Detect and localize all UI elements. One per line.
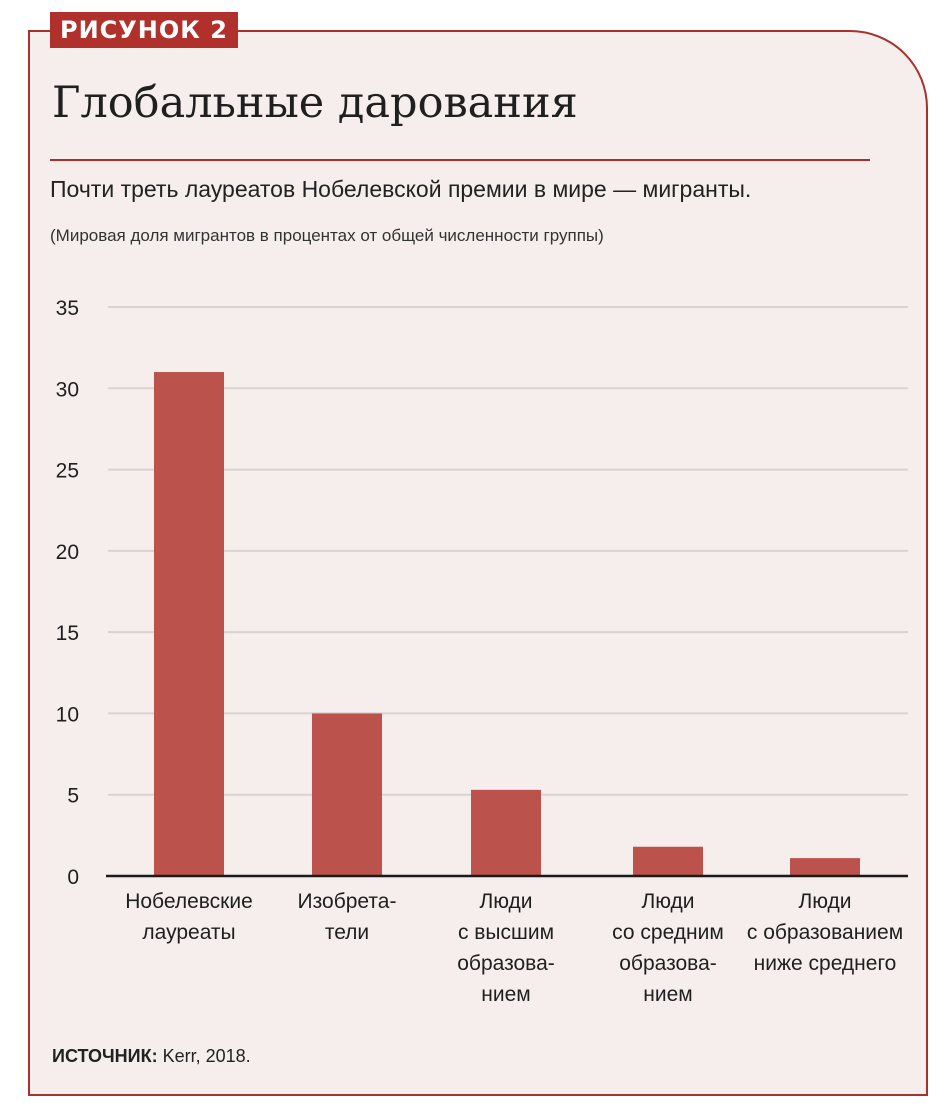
title-divider bbox=[50, 159, 870, 161]
y-tick-label: 20 bbox=[56, 541, 79, 564]
figure-title: Глобальные дарования bbox=[52, 78, 578, 128]
bar bbox=[471, 789, 541, 876]
y-tick-label: 30 bbox=[56, 378, 79, 401]
y-tick-label: 10 bbox=[56, 703, 79, 726]
x-category-label-line: с образованием bbox=[747, 921, 903, 944]
figure-number-badge: РИСУНОК 2 bbox=[50, 12, 238, 48]
x-category-label-line: нием bbox=[481, 983, 530, 1006]
bar bbox=[790, 858, 860, 876]
x-category-label-line: ниже среднего bbox=[754, 952, 897, 975]
y-tick-label: 25 bbox=[56, 460, 79, 483]
x-category-label-line: Люди bbox=[798, 890, 851, 913]
y-tick-label: 5 bbox=[67, 785, 79, 808]
figure-note: (Мировая доля мигрантов в процентах от о… bbox=[50, 226, 604, 245]
x-category-label-line: с высшим bbox=[458, 921, 554, 944]
x-category-label-line: лауреаты bbox=[142, 921, 235, 944]
x-category-label-line: Люди bbox=[479, 890, 532, 913]
bar bbox=[633, 846, 703, 876]
x-category-label-line: тели bbox=[325, 921, 369, 944]
bar bbox=[312, 713, 382, 876]
y-tick-label: 15 bbox=[56, 622, 79, 645]
y-tick-label: 35 bbox=[56, 297, 79, 320]
figure-subtitle: Почти треть лауреатов Нобелевской премии… bbox=[50, 176, 752, 202]
source-note: ИСТОЧНИК: Kerr, 2018. bbox=[52, 1046, 251, 1067]
bar bbox=[154, 372, 224, 876]
x-category-label-line: Люди bbox=[641, 890, 694, 913]
x-category-label: Нобелевские лауреаты bbox=[125, 890, 253, 944]
x-category-label: Люди с высшим образова-нием bbox=[457, 890, 555, 1006]
x-category-label-line: со средним bbox=[612, 921, 724, 944]
x-category-label: Изобрета-тели bbox=[298, 890, 397, 944]
y-tick-label: 0 bbox=[67, 866, 79, 889]
x-category-label-line: Изобрета- bbox=[298, 890, 397, 913]
x-category-label-line: образова- bbox=[619, 952, 717, 975]
source-text: Kerr, 2018. bbox=[157, 1046, 251, 1066]
x-category-label-line: нием bbox=[643, 983, 692, 1006]
x-category-label-line: Нобелевские bbox=[125, 890, 253, 913]
x-category-label-line: образова- bbox=[457, 952, 555, 975]
source-label: ИСТОЧНИК: bbox=[52, 1046, 158, 1066]
x-category-label: Люди со средним образова-нием bbox=[612, 890, 724, 1006]
x-category-label: Люди с образованием ниже среднего bbox=[747, 890, 903, 975]
